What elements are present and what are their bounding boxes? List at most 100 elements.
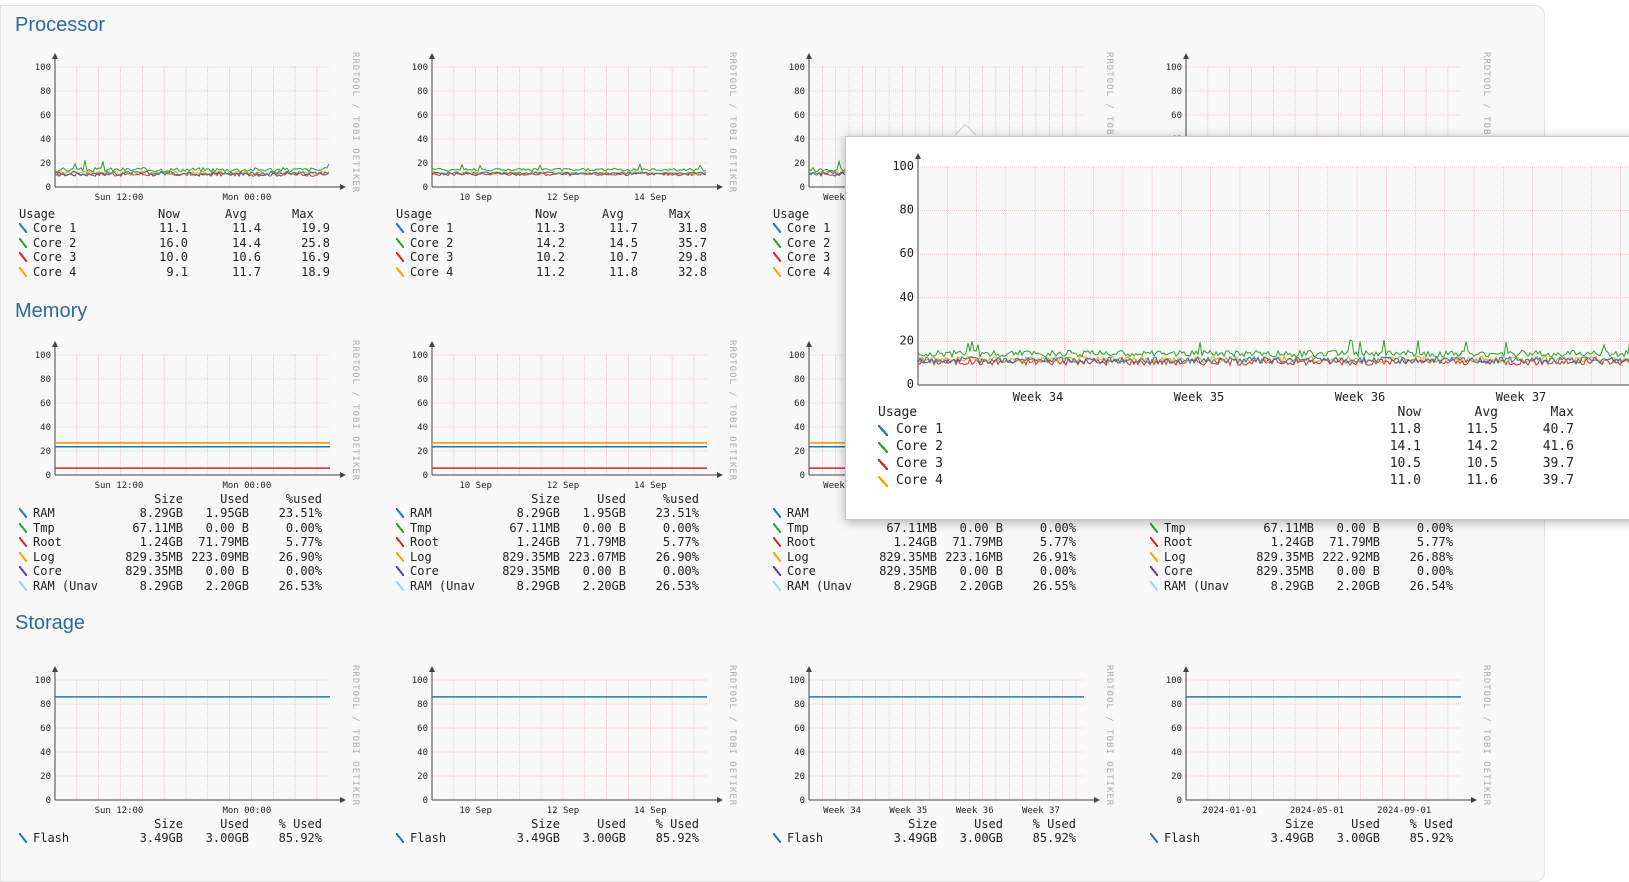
x-tick-label: 14 Sep xyxy=(634,481,667,491)
y-tick-label: 100 xyxy=(35,63,51,73)
y-tick-label: 20 xyxy=(417,159,428,169)
y-tick-label: 60 xyxy=(794,399,805,409)
series-line-green xyxy=(917,339,1629,359)
y-tick-label: 60 xyxy=(1171,724,1182,734)
legend-used-value: 71.79MB xyxy=(1329,535,1380,549)
y-axis-arrow xyxy=(1183,666,1189,672)
x-tick-label: Week 37 xyxy=(1022,806,1060,816)
x-tick-label: 14 Sep xyxy=(634,806,667,816)
legend-used-value: 0.00 B xyxy=(959,564,1003,578)
y-tick-label: 40 xyxy=(40,423,51,433)
legend-color-swatch xyxy=(396,566,404,576)
legend-row: Size Used %used xyxy=(15,492,355,507)
legend-pct-value: 0.00% xyxy=(1416,520,1453,535)
y-tick-label: 100 xyxy=(1166,63,1182,73)
plot-area xyxy=(918,167,1629,385)
legend-color-swatch xyxy=(396,537,404,547)
legend-header-size: Size xyxy=(154,817,183,831)
rrdtool-watermark: RRDTOOL / TOBI OETIKER xyxy=(1104,665,1114,807)
series-line-green xyxy=(54,160,330,173)
legend-color-swatch xyxy=(773,551,781,562)
legend-row: Core 3 10.0 10.6 16.9 xyxy=(15,250,355,265)
y-tick-label: 20 xyxy=(794,447,805,457)
legend-used-value: 1.95GB xyxy=(582,506,626,520)
legend-pct-value: 26.91% xyxy=(1032,549,1076,564)
legend-max-value: 39.7 xyxy=(1542,473,1574,488)
y-tick-label: 80 xyxy=(40,375,51,385)
y-tick-label: 20 xyxy=(794,772,805,782)
x-tick-label: 12 Sep xyxy=(547,806,580,816)
storage-graph-month[interactable]: 100 80 60 40 20 0 Week 34 Week 35 Week 36 Week 37… xyxy=(769,665,1129,875)
legend-header-usage: Usage xyxy=(878,405,918,420)
x-axis-arrow xyxy=(1094,797,1100,803)
y-tick-label: 100 xyxy=(789,63,805,73)
legend-row: Size Used % Used xyxy=(15,817,355,832)
legend-color-swatch xyxy=(1150,566,1158,576)
legend-header-size: Size xyxy=(531,492,560,506)
legend-pct-value: 26.90% xyxy=(278,549,322,564)
rrdtool-watermark: RRDTOOL / TOBI OETIKER xyxy=(350,665,360,807)
rrdtool-watermark: RRDTOOL / TOBI OETIKER xyxy=(350,340,360,482)
legend-used-value: 2.20GB xyxy=(205,578,249,593)
legend-now-value: 14.2 xyxy=(536,235,565,250)
plot-area xyxy=(55,680,330,800)
y-tick-label: 40 xyxy=(417,748,428,758)
x-tick-label: Week 34 xyxy=(823,481,861,491)
storage-graph-year[interactable]: 100 80 60 40 20 0 2024-01-01 2024-05-01 2024-09-… xyxy=(1146,665,1506,875)
y-tick-label: 60 xyxy=(40,399,51,409)
legend-size-value: 8.29GB xyxy=(516,506,560,520)
legend-pct-value: 26.55% xyxy=(1032,578,1076,593)
chart-svg: 100 80 60 40 20 0 Sun 12:00 Mon 00:00 xyxy=(35,53,346,203)
legend-row: RAM (Unav 8.29GB 2.20GB 26.53% xyxy=(15,579,355,594)
storage-graph-week[interactable]: 100 80 60 40 20 0 10 Sep 12 Sep 14 Sep RRDTOOL / … xyxy=(392,665,752,875)
popup-x-tick-label: Week 36 xyxy=(1335,390,1386,402)
legend-color-swatch xyxy=(1150,580,1158,591)
legend-header-now: Now xyxy=(158,207,180,221)
processor-graph-week[interactable]: 100 80 60 40 20 0 10 Sep 12 Sep 14 Sep RRDTOOL / … xyxy=(392,52,752,292)
legend-series-name: Core 4 xyxy=(33,264,77,279)
legend-series-name: Core 2 xyxy=(410,235,454,250)
legend-header-used: Used xyxy=(974,817,1003,831)
x-tick-label: 10 Sep xyxy=(459,806,492,816)
legend-avg-value: 14.2 xyxy=(1466,439,1498,454)
legend-series-name: Core 2 xyxy=(787,235,831,250)
legend-size-value: 67.11MB xyxy=(886,520,937,535)
legend-color-swatch xyxy=(19,252,27,262)
plot-area xyxy=(809,680,1084,800)
processor-graph-day[interactable]: 100 80 60 40 20 0 Sun 12:00 Mon 00:00 RRDTOOL / … xyxy=(15,52,375,292)
legend-row: Size Used % Used xyxy=(1146,817,1486,832)
legend-color-swatch xyxy=(773,522,781,533)
legend-max-value: 35.7 xyxy=(678,235,707,250)
memory-graph-week[interactable]: 100 80 60 40 20 0 10 Sep 12 Sep 14 Sep RRDTOOL / … xyxy=(392,340,752,610)
y-tick-label: 60 xyxy=(1171,111,1182,121)
legend-series-name: Core 3 xyxy=(410,250,454,264)
y-axis-arrow xyxy=(806,666,812,672)
section-title-memory: Memory xyxy=(15,300,88,322)
legend-row: Core 1 xyxy=(769,221,1109,236)
y-tick-label: 80 xyxy=(794,375,805,385)
legend-color-swatch xyxy=(19,566,27,576)
y-tick-label: 40 xyxy=(417,135,428,145)
legend-series-name: Root xyxy=(410,535,439,549)
rrdtool-watermark: RRDTOOL / TOBI OETIKER xyxy=(727,52,737,194)
legend-now-value: 9.1 xyxy=(166,264,188,279)
plot-area xyxy=(55,67,330,187)
legend-header-avg: Avg xyxy=(225,207,247,221)
legend-used-value: 0.00 B xyxy=(959,520,1003,535)
memory-graph-day[interactable]: 100 80 60 40 20 0 Sun 12:00 Mon 00:00 RRDTOOL / … xyxy=(15,340,375,610)
series-line-green xyxy=(431,163,707,172)
legend-series-name: Core 3 xyxy=(33,250,77,264)
legend-series-name: Core 1 xyxy=(410,221,454,235)
legend-header-used: Used xyxy=(1351,817,1380,831)
legend-series-name: Root xyxy=(33,535,62,549)
legend-pct-value: 0.00% xyxy=(285,520,322,535)
legend-series-name: Log xyxy=(410,549,432,564)
legend-pct-value: 5.77% xyxy=(1039,535,1076,549)
chart-svg: 100 80 60 40 20 0 10 Sep 12 Sep 14 Sep xyxy=(412,666,723,816)
plot-area xyxy=(432,355,707,475)
x-tick-label: Week 36 xyxy=(956,806,994,816)
storage-graph-day[interactable]: 100 80 60 40 20 0 Sun 12:00 Mon 00:00 RRDTOOL / … xyxy=(15,665,375,875)
legend-size-value: 3.49GB xyxy=(893,831,937,845)
legend-pct-value: 26.53% xyxy=(655,578,699,593)
legend-color-swatch xyxy=(773,537,781,547)
